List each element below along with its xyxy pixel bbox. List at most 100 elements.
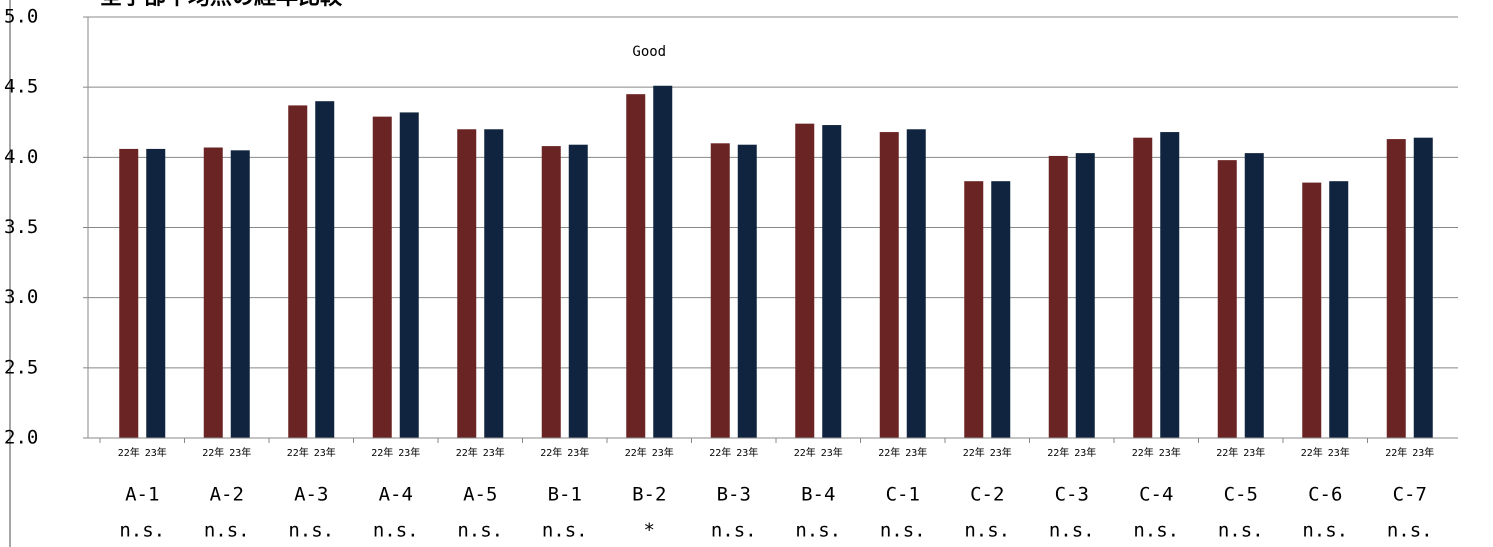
series-label: 22年 [371,446,393,459]
series-label: 23年 [145,446,167,459]
x-tick-label: A-2 [210,484,244,506]
series-label: 22年 [709,446,731,459]
bar [822,125,842,438]
significance-label: n.s. [204,520,250,542]
significance-label: n.s. [711,520,757,542]
significance-label: n.s. [964,520,1010,542]
x-tick-label: C-2 [970,484,1004,506]
series-label: 23年 [483,446,505,459]
bar [484,129,504,438]
x-tick-label: C-7 [1393,484,1427,506]
x-tick-label: C-6 [1308,484,1342,506]
significance-label: * [644,520,655,542]
series-label: 23年 [1328,446,1350,459]
series-label: 23年 [1159,446,1181,459]
series-label: 23年 [229,446,251,459]
bar [315,101,335,438]
series-label: 22年 [540,446,562,459]
significance-label: n.s. [1302,520,1348,542]
series-label: 22年 [1301,446,1323,459]
bar [288,105,308,438]
series-label: 23年 [905,446,927,459]
series-label: 22年 [878,446,900,459]
series-label: 23年 [736,446,758,459]
bar [1386,139,1406,438]
bar [457,129,477,438]
series-label: 22年 [1216,446,1238,459]
bar [710,143,730,439]
x-tick-label: A-4 [379,484,413,506]
series-label: 22年 [456,446,478,459]
series-label: 23年 [398,446,420,459]
bar [203,147,223,438]
bar [737,144,757,438]
annotation: Good [632,44,666,60]
bar [879,132,899,438]
x-tick-label: B-1 [548,484,582,506]
significance-label: n.s. [795,520,841,542]
bar [991,181,1011,438]
series-label: 23年 [314,446,336,459]
bar [568,144,588,438]
x-tick-label: C-4 [1139,484,1173,506]
bar [653,85,673,438]
bar [1133,137,1153,439]
series-label: 22年 [202,446,224,459]
bar [1244,153,1264,438]
series-label: 23年 [652,446,674,459]
x-tick-label: A-3 [294,484,328,506]
series-label: 23年 [821,446,843,459]
bar [399,112,419,438]
series-label: 23年 [990,446,1012,459]
bar [541,146,561,438]
x-tick-label: A-1 [125,484,159,506]
x-tick-label: C-1 [886,484,920,506]
x-tick-label: C-5 [1224,484,1258,506]
series-label: 22年 [963,446,985,459]
y-tick-label: 2.0 [4,427,38,449]
series-label: 23年 [567,446,589,459]
bar [906,129,926,438]
significance-label: n.s. [1387,520,1433,542]
series-label: 22年 [625,446,647,459]
chart-title: 全学部平均点の経年比較 [99,0,343,10]
significance-label: n.s. [288,520,334,542]
bar [795,123,815,439]
bar [1075,153,1095,438]
series-label: 22年 [1385,446,1407,459]
bar [146,148,166,438]
series-label: 22年 [287,446,309,459]
significance-label: n.s. [542,520,588,542]
x-tick-label: B-2 [632,484,666,506]
significance-label: n.s. [1133,520,1179,542]
bar [230,150,250,439]
bar [1048,155,1068,438]
y-tick-label: 2.5 [4,356,38,378]
series-label: 22年 [1132,446,1154,459]
bar [1413,137,1433,439]
y-tick-label: 3.5 [4,216,38,238]
x-tick-label: C-3 [1055,484,1089,506]
x-tick-label: B-3 [717,484,751,506]
y-tick-label: 4.5 [4,76,38,98]
y-tick-label: 5.0 [4,6,38,28]
significance-label: n.s. [373,520,419,542]
bar [1302,182,1322,438]
bar [372,116,392,439]
significance-label: n.s. [1049,520,1095,542]
bar [1160,132,1180,438]
series-label: 23年 [1412,446,1434,459]
y-tick-label: 3.0 [4,286,38,308]
x-tick-label: A-5 [463,484,497,506]
x-tick-label: B-4 [801,484,835,506]
y-tick-label: 4.0 [4,146,38,168]
series-label: 22年 [794,446,816,459]
bar [1329,181,1349,438]
bar [964,181,984,438]
series-label: 23年 [1243,446,1265,459]
series-label: 22年 [1047,446,1069,459]
significance-label: n.s. [1218,520,1264,542]
bar [626,94,646,438]
